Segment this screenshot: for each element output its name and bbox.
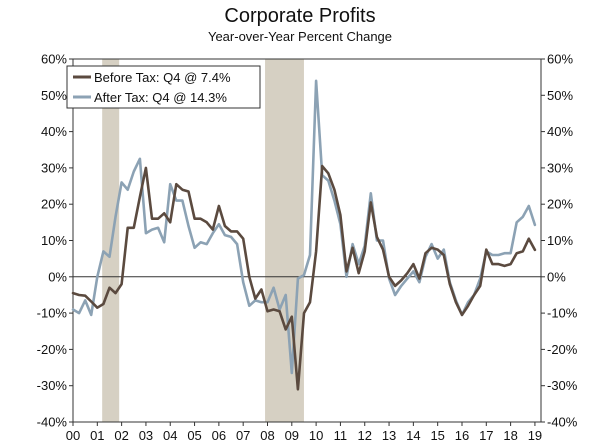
chart-title: Corporate Profits — [224, 5, 375, 27]
x-tick-label: 16 — [455, 428, 469, 443]
y-tick-label-right: 20% — [547, 197, 573, 212]
y-tick-label-left: 20% — [41, 197, 67, 212]
y-tick-label-right: -10% — [547, 306, 578, 321]
x-tick-label: 13 — [382, 428, 396, 443]
y-tick-label-right: -20% — [547, 342, 578, 357]
x-tick-label: 19 — [528, 428, 542, 443]
x-tick-label: 01 — [90, 428, 104, 443]
x-tick-label: 06 — [212, 428, 226, 443]
y-tick-label-left: 60% — [41, 52, 67, 67]
y-tick-label-right: 10% — [547, 233, 573, 248]
x-tick-label: 18 — [503, 428, 517, 443]
recession-band-2 — [265, 59, 304, 422]
y-tick-label-right: 0% — [547, 269, 566, 284]
y-tick-label-left: 10% — [41, 233, 67, 248]
recession-layer — [102, 59, 304, 422]
legend-label-after-tax: After Tax: Q4 @ 14.3% — [94, 90, 227, 105]
x-tick-label: 00 — [66, 428, 80, 443]
chart-subtitle: Year-over-Year Percent Change — [208, 29, 392, 44]
x-tick-label: 09 — [285, 428, 299, 443]
y-tick-label-left: -10% — [37, 306, 68, 321]
legend-box — [66, 65, 261, 109]
y-tick-label-left: 0% — [48, 269, 67, 284]
y-tick-label-right: 30% — [547, 160, 573, 175]
y-tick-label-left: -20% — [37, 342, 68, 357]
legend: Before Tax: Q4 @ 7.4% After Tax: Q4 @ 14… — [66, 65, 261, 109]
x-tick-label: 11 — [334, 428, 348, 443]
x-tick-label: 10 — [309, 428, 323, 443]
x-tick-label: 05 — [187, 428, 201, 443]
y-tick-label-left: 30% — [41, 160, 67, 175]
y-tick-label-right: 50% — [547, 88, 573, 103]
y-tick-label-left: 50% — [41, 88, 67, 103]
y-tick-label-right: 40% — [547, 124, 573, 139]
x-tick-label: 14 — [406, 428, 420, 443]
plot-frame — [72, 58, 542, 423]
x-tick-label: 15 — [430, 428, 444, 443]
series-line-before-tax — [71, 164, 537, 391]
x-tick-label: 12 — [358, 428, 372, 443]
series-layer — [71, 79, 537, 391]
x-tick-label: 02 — [114, 428, 128, 443]
x-tick-label: 04 — [163, 428, 177, 443]
x-tick-label: 08 — [260, 428, 274, 443]
x-tick-label: 03 — [139, 428, 153, 443]
y-tick-label-left: -40% — [37, 415, 68, 430]
y-tick-label-left: -30% — [37, 378, 68, 393]
x-tick-label: 07 — [236, 428, 250, 443]
legend-label-before-tax: Before Tax: Q4 @ 7.4% — [94, 70, 231, 85]
y-tick-label-right: -30% — [547, 378, 578, 393]
axes-layer: 60% 60% 50% 50% 40% 40% 30% 30% 20% 20% 10% 10% 0% 0%… — [37, 52, 578, 444]
y-tick-label-right: 60% — [547, 52, 573, 67]
y-tick-label-right: -40% — [547, 415, 578, 430]
x-tick-label: 17 — [479, 428, 493, 443]
y-tick-label-left: 40% — [41, 124, 67, 139]
